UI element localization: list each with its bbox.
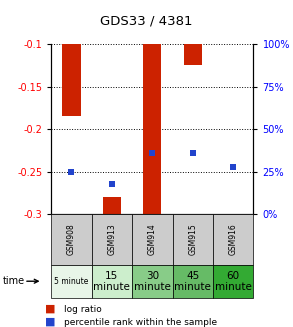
Text: 5 minute: 5 minute [54, 277, 89, 286]
Text: time: time [3, 276, 25, 286]
Bar [62, 44, 81, 116]
Text: 45
minute: 45 minute [174, 271, 211, 292]
Text: GSM916: GSM916 [229, 224, 238, 255]
Text: 60
minute: 60 minute [215, 271, 252, 292]
Bar [143, 44, 161, 218]
Text: log ratio: log ratio [64, 304, 102, 314]
Bar [184, 44, 202, 65]
Text: ■: ■ [45, 317, 56, 327]
Text: GSM914: GSM914 [148, 224, 157, 255]
Text: GSM908: GSM908 [67, 224, 76, 255]
Text: GSM913: GSM913 [108, 224, 116, 255]
Text: GSM915: GSM915 [188, 224, 197, 255]
Text: ■: ■ [45, 304, 56, 314]
Text: percentile rank within the sample: percentile rank within the sample [64, 318, 218, 327]
Text: 15
minute: 15 minute [93, 271, 130, 292]
Text: 30
minute: 30 minute [134, 271, 171, 292]
Text: GDS33 / 4381: GDS33 / 4381 [100, 15, 193, 28]
Bar [103, 197, 121, 218]
